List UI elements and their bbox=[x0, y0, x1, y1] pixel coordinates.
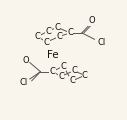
Text: O: O bbox=[88, 16, 95, 25]
Text: C: C bbox=[54, 23, 60, 32]
Text: O: O bbox=[22, 56, 29, 65]
Text: Cl: Cl bbox=[97, 38, 106, 47]
Text: C: C bbox=[58, 72, 64, 81]
Text: C: C bbox=[43, 38, 49, 47]
Text: C: C bbox=[60, 62, 66, 71]
Text: C: C bbox=[49, 67, 55, 76]
Text: C: C bbox=[67, 28, 73, 37]
Text: C: C bbox=[45, 27, 51, 36]
Text: C: C bbox=[56, 32, 62, 41]
Text: Cl: Cl bbox=[20, 78, 28, 87]
Text: C: C bbox=[69, 76, 75, 85]
Text: C: C bbox=[82, 71, 88, 80]
Text: C: C bbox=[35, 32, 41, 41]
Text: C: C bbox=[71, 66, 77, 75]
Text: Fe: Fe bbox=[47, 50, 59, 60]
